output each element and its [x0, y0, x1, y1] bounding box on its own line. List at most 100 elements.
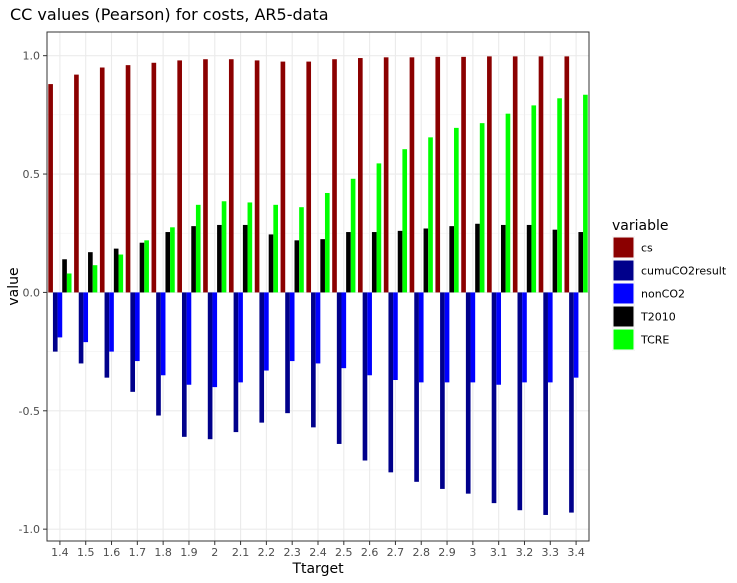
- legend-key-nonCO2: [612, 282, 635, 305]
- bar-cs-2.6: [358, 58, 363, 293]
- bar-nonCO2-2.3: [289, 292, 295, 362]
- x-tick-label: 3.1: [490, 546, 508, 559]
- bar-T2010-2.8: [423, 228, 429, 293]
- bar-cs-3.2: [512, 56, 518, 293]
- bar-T2010-3.1: [500, 224, 506, 293]
- bar-TCRE-3: [479, 123, 485, 293]
- x-tick-label: 1.4: [51, 546, 69, 559]
- bar-TCRE-1.9: [195, 204, 201, 293]
- bar-nonCO2-2.7: [393, 292, 398, 381]
- bar-cumuCO2result-1.6: [104, 292, 110, 378]
- bar-nonCO2-1.4: [57, 292, 63, 338]
- bar-T2010-1.5: [88, 252, 93, 293]
- bar-T2010-1.6: [113, 248, 119, 293]
- x-tick-label: 3: [469, 546, 476, 559]
- bar-cs-2.8: [409, 57, 415, 293]
- bar-nonCO2-2.8: [418, 292, 424, 383]
- x-tick-label: 1.5: [77, 546, 95, 559]
- bar-cumuCO2result-1.7: [130, 292, 136, 392]
- bar-T2010-2.3: [294, 240, 300, 293]
- y-tick-label: 0.0: [23, 286, 41, 299]
- bar-cumuCO2result-2: [207, 292, 213, 440]
- bar-TCRE-3.4: [583, 94, 588, 293]
- y-axis-title: value: [6, 267, 22, 305]
- bar-T2010-2.2: [268, 234, 274, 293]
- legend-label-nonCO2: nonCO2: [641, 288, 685, 301]
- bar-TCRE-2.6: [376, 163, 382, 293]
- legend-key-TCRE: [612, 328, 635, 351]
- bar-cs-2.5: [332, 59, 337, 293]
- legend-key-cumuCO2result: [612, 259, 635, 282]
- bar-cs-1.7: [125, 65, 131, 293]
- bar-nonCO2-2: [212, 292, 218, 388]
- bar-cumuCO2result-1.8: [156, 292, 161, 416]
- bar-TCRE-3.3: [557, 98, 562, 293]
- bar-cumuCO2result-1.9: [181, 292, 187, 437]
- bar-T2010-3.2: [526, 224, 532, 293]
- bar-nonCO2-2.1: [238, 292, 243, 383]
- bar-T2010-3: [475, 223, 480, 293]
- bar-cumuCO2result-3.2: [517, 292, 523, 511]
- x-tick-label: 3.2: [516, 546, 534, 559]
- bar-cs-1.6: [99, 67, 105, 293]
- bar-cumuCO2result-1.4: [52, 292, 58, 352]
- bar-cs-1.8: [151, 62, 157, 293]
- bar-nonCO2-1.7: [135, 292, 140, 362]
- x-tick-label: 2.6: [361, 546, 379, 559]
- bar-TCRE-2.9: [454, 127, 459, 293]
- bar-cs-1.4: [48, 84, 53, 293]
- bar-cumuCO2result-1.5: [78, 292, 84, 364]
- x-tick-label: 2.4: [309, 546, 327, 559]
- x-tick-label: 2: [211, 546, 218, 559]
- bar-TCRE-1.7: [144, 240, 149, 293]
- bar-TCRE-2.7: [402, 149, 408, 293]
- bar-nonCO2-2.2: [264, 292, 269, 371]
- bar-TCRE-2.8: [428, 137, 433, 293]
- bar-T2010-2.4: [320, 239, 325, 293]
- bar-TCRE-2.5: [350, 178, 356, 293]
- bar-TCRE-1.8: [170, 227, 175, 293]
- legend-key-cs: [612, 236, 635, 259]
- x-axis-title: Ttarget: [291, 561, 344, 577]
- x-tick-label: 3.4: [567, 546, 585, 559]
- x-tick-label: 1.6: [103, 546, 121, 559]
- legend-label-TCRE: TCRE: [640, 334, 669, 347]
- bar-cumuCO2result-2.3: [285, 292, 290, 414]
- bar-cs-3.4: [564, 56, 570, 293]
- bar-cs-2.3: [280, 61, 286, 293]
- bar-TCRE-3.1: [505, 113, 511, 293]
- bar-cumuCO2result-2.5: [336, 292, 342, 444]
- bar-cs-2: [203, 59, 208, 293]
- bar-cumuCO2result-2.8: [414, 292, 419, 482]
- legend-key-T2010: [612, 305, 635, 328]
- x-tick-label: 2.2: [258, 546, 276, 559]
- x-tick-label: 1.8: [154, 546, 172, 559]
- bar-nonCO2-2.6: [367, 292, 372, 376]
- bar-T2010-2.9: [449, 226, 455, 293]
- bar-T2010-2.5: [346, 232, 351, 293]
- x-tick-label: 2.5: [335, 546, 353, 559]
- bar-T2010-1.9: [191, 226, 196, 293]
- bar-T2010-2.6: [371, 232, 377, 293]
- bar-nonCO2-3.1: [496, 292, 501, 385]
- bar-TCRE-2.3: [299, 207, 304, 293]
- bar-cs-3: [461, 56, 466, 293]
- bar-nonCO2-2.4: [315, 292, 321, 364]
- x-tick-label: 2.9: [438, 546, 456, 559]
- y-tick-label: 0.5: [23, 168, 41, 181]
- bar-T2010-1.7: [139, 242, 145, 293]
- bar-TCRE-1.6: [118, 254, 124, 293]
- bar-TCRE-3.2: [531, 105, 537, 293]
- bar-cs-3.1: [487, 56, 492, 293]
- bar-T2010-2.7: [397, 230, 403, 293]
- bar-nonCO2-3.4: [573, 292, 579, 378]
- legend-label-cumuCO2result: cumuCO2result: [641, 265, 727, 278]
- bar-TCRE-2: [221, 201, 227, 293]
- bar-TCRE-1.5: [92, 265, 98, 293]
- bar-nonCO2-1.9: [186, 292, 192, 385]
- legend-title: variable: [612, 218, 668, 234]
- bar-cs-2.9: [435, 56, 441, 293]
- bar-cumuCO2result-3.1: [491, 292, 497, 504]
- bar-T2010-1.4: [62, 259, 67, 293]
- x-tick-label: 1.7: [129, 546, 147, 559]
